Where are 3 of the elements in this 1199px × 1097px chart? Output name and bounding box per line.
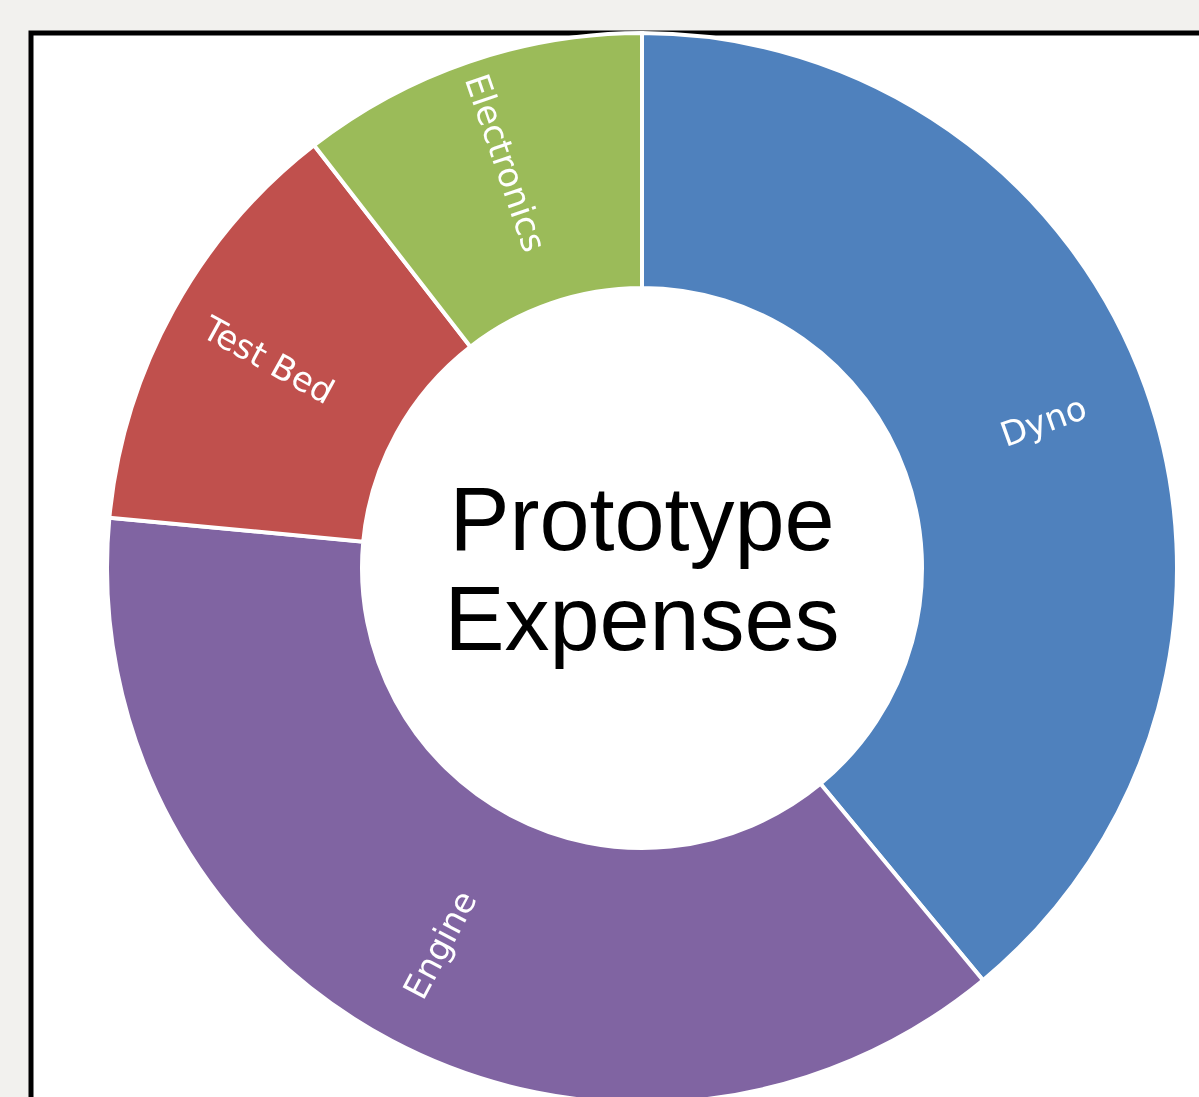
slice-label: Test Bed — [195, 307, 342, 412]
slice-label: Dyno — [994, 387, 1092, 455]
text: Prototype Expenses — [444, 469, 840, 669]
